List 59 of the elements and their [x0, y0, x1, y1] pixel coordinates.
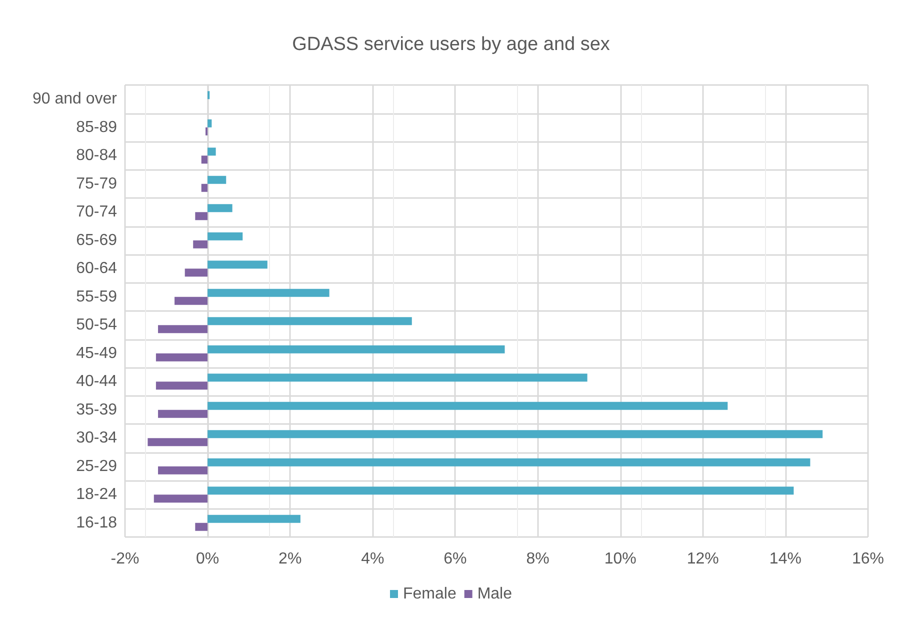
legend-label: Male [477, 586, 512, 602]
bar [148, 438, 208, 446]
bar [208, 317, 412, 326]
bar [208, 232, 243, 240]
x-tick-label: 4% [361, 550, 384, 568]
bar [208, 430, 823, 438]
bar [208, 374, 588, 382]
bar [158, 410, 208, 418]
bar [195, 522, 208, 531]
bar [208, 260, 268, 269]
y-tick-label: 55-59 [76, 288, 118, 306]
bar [208, 486, 794, 495]
chart-title: GDASS service users by age and sex [292, 34, 610, 55]
x-tick-label: 12% [686, 550, 719, 568]
bar [156, 353, 208, 362]
y-tick-label: 70-74 [76, 204, 118, 221]
bar [195, 212, 208, 220]
bar [208, 288, 330, 297]
bar [201, 184, 208, 192]
x-tick-label: 14% [769, 550, 802, 568]
x-tick-label: 16% [852, 550, 884, 568]
bar [208, 514, 300, 523]
bar [193, 240, 208, 248]
bar [208, 176, 226, 184]
bar [208, 402, 728, 410]
x-tick-label: 8% [526, 550, 550, 568]
bar [174, 296, 208, 305]
x-tick-label: 6% [444, 550, 467, 568]
bar [154, 494, 208, 503]
bar [208, 148, 216, 156]
bar [156, 382, 208, 390]
y-tick-label: 75-79 [76, 175, 118, 192]
y-tick-label: 30-34 [76, 430, 118, 447]
y-tick-label: 50-54 [76, 316, 118, 334]
bar [184, 268, 208, 277]
bar [208, 345, 505, 354]
y-tick-label: 60-64 [76, 260, 118, 278]
y-tick-label: 18-24 [76, 486, 118, 504]
x-tick-label: 2% [278, 550, 302, 568]
y-tick-label: 90 and over [32, 90, 118, 108]
bar [205, 127, 208, 136]
bar [208, 204, 232, 212]
y-tick-label: 45-49 [76, 344, 118, 362]
y-tick-label: 85-89 [76, 118, 118, 136]
y-tick-label: 40-44 [76, 373, 118, 390]
x-tick-label: 10% [604, 550, 636, 568]
bar [208, 119, 212, 128]
x-tick-label: 0% [196, 550, 220, 568]
legend-label: Female [402, 586, 456, 602]
y-tick-label: 80-84 [76, 147, 118, 164]
bar [201, 156, 208, 164]
y-tick-label: 35-39 [76, 401, 118, 418]
y-tick-label: 16-18 [76, 514, 118, 532]
bar [208, 458, 810, 466]
x-tick-label: -2% [110, 550, 140, 568]
y-tick-label: 65-69 [76, 232, 118, 249]
bar [158, 325, 208, 334]
bar [158, 466, 208, 474]
y-tick-label: 25-29 [76, 458, 118, 475]
